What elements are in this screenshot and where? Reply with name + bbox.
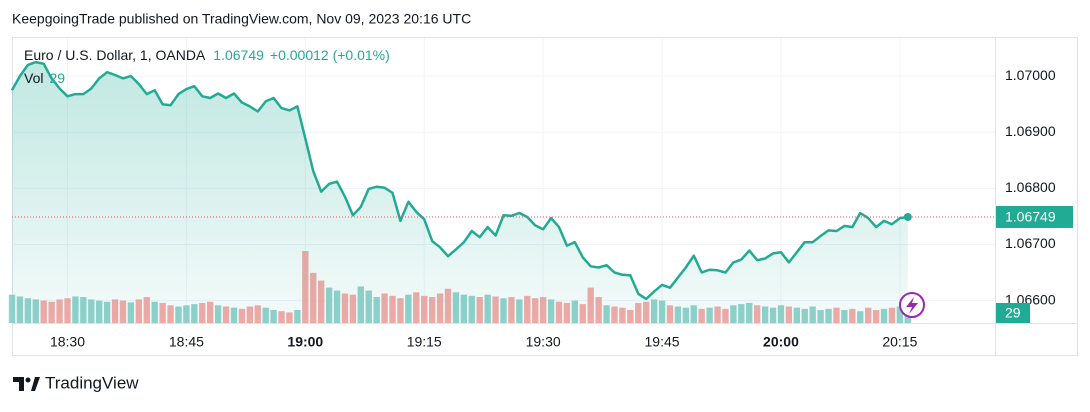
x-tick-label: 18:45 <box>169 334 204 350</box>
x-tick-label: 20:15 <box>882 334 917 350</box>
legend-symbol: Euro / U.S. Dollar, 1, OANDA <box>24 47 206 63</box>
volume-tag <box>996 303 1030 323</box>
legend-change: +0.00012 (+0.01%) <box>270 47 390 63</box>
brand-name: TradingView <box>45 373 139 392</box>
y-tick-label: 1.06900 <box>1005 123 1056 139</box>
legend-price: 1.06749 <box>213 47 264 63</box>
last-point <box>903 212 912 221</box>
header-text: KeepgoingTrade published on TradingView.… <box>12 11 471 27</box>
tradingview-logo <box>13 377 40 391</box>
lightning-icon[interactable] <box>899 292 925 318</box>
y-tick-label: 1.07000 <box>1005 67 1056 83</box>
price-tag-label: 1.06749 <box>1005 209 1056 225</box>
price-area <box>12 62 908 323</box>
x-tick-label: 20:00 <box>763 334 799 350</box>
volume-tag-label: 29 <box>1005 305 1021 321</box>
y-tick-label: 1.06800 <box>1005 179 1056 195</box>
volume-legend-label: Vol <box>24 70 43 86</box>
volume-legend: Vol 29 <box>24 70 65 86</box>
legend: Euro / U.S. Dollar, 1, OANDA 1.06749 +0.00… <box>24 47 390 63</box>
price-tag <box>996 205 1073 228</box>
x-tick-label: 19:00 <box>287 334 323 350</box>
x-tick-label: 18:30 <box>50 334 85 350</box>
x-tick-label: 19:45 <box>645 334 680 350</box>
price-line <box>10 60 908 301</box>
x-tick-label: 19:30 <box>526 334 561 350</box>
y-tick-label: 1.06700 <box>1005 235 1056 251</box>
volume-legend-value: 29 <box>49 70 65 86</box>
x-tick-label: 19:15 <box>407 334 442 350</box>
